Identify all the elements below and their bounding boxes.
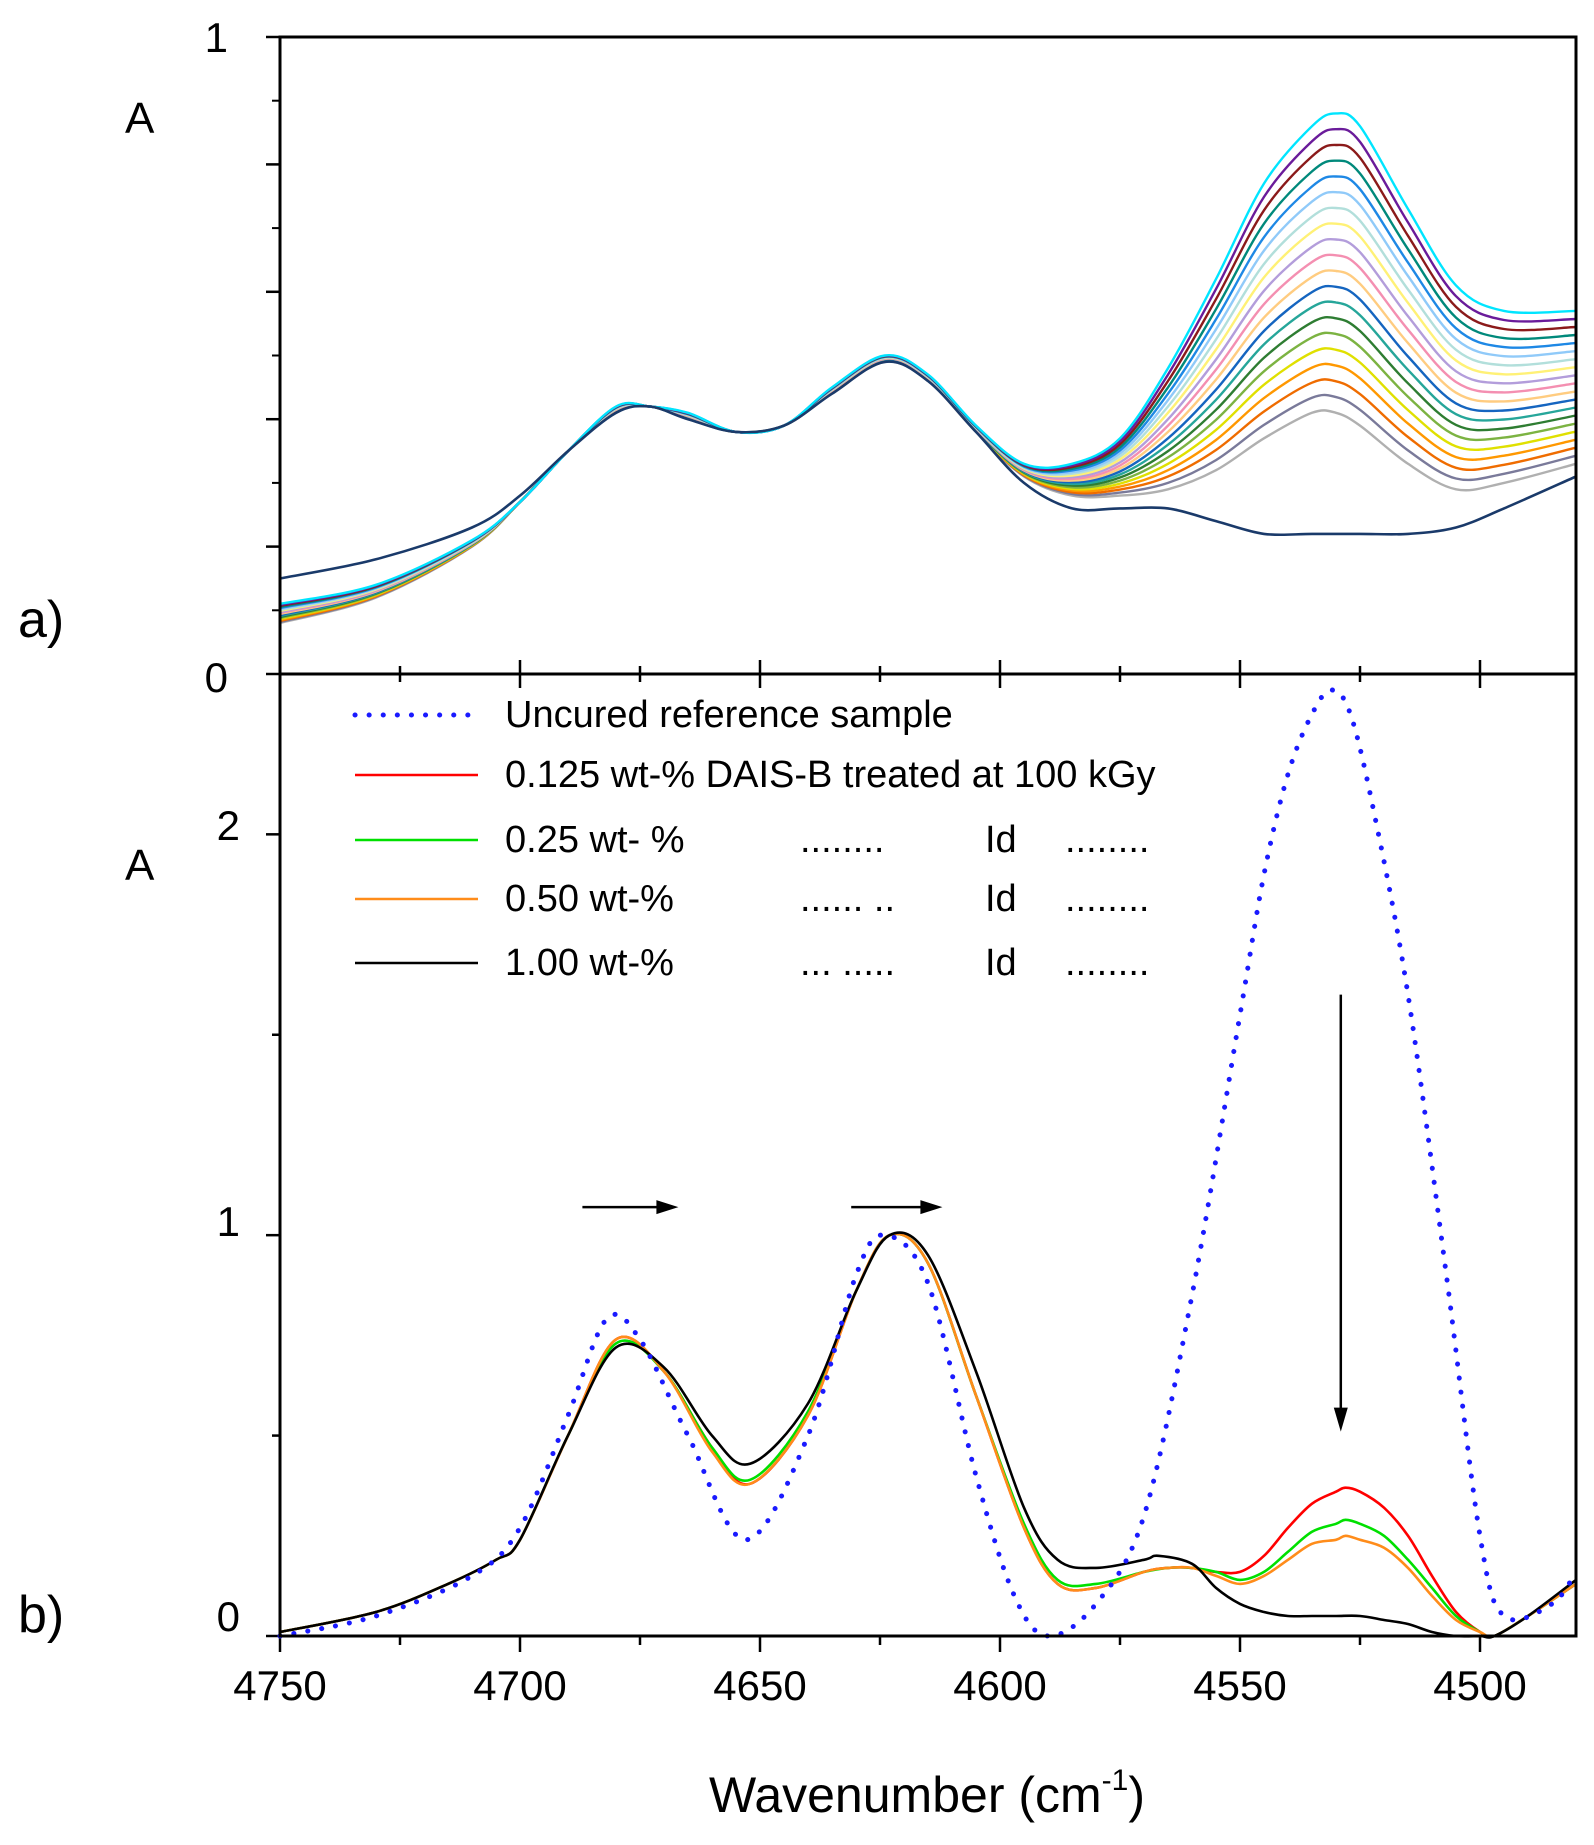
- x-axis-label: Wavenumber (cm-1): [709, 1764, 1145, 1823]
- arrow-head: [1333, 1407, 1348, 1432]
- legend-label: Uncured reference sample: [505, 694, 953, 736]
- panel-a-ytick-1: 1: [205, 14, 228, 61]
- legend-label: 0.125 wt-% DAIS-B treated at 100 kGy: [505, 754, 1156, 796]
- legend-label: 0.50 wt-%: [505, 878, 674, 920]
- legend-label-extra: Id: [985, 819, 1017, 861]
- panel-b-ytick-2: 2: [217, 802, 240, 849]
- panel-a-reference-line: [279, 360, 1577, 580]
- legend-label-extra: ...... ..: [800, 878, 895, 920]
- panel-a: a) A 1 0: [18, 14, 1578, 701]
- legend-label-extra: ... .....: [800, 942, 895, 984]
- panel-b-series-line: [279, 1231, 1577, 1639]
- legend-label-extra: ........: [1065, 942, 1149, 984]
- x-tick-label: 4600: [953, 1662, 1046, 1709]
- x-tick-label: 4500: [1433, 1662, 1526, 1709]
- panel-a-series: [279, 111, 1577, 625]
- panel-b-series: [277, 687, 1579, 1639]
- panel-b: b) A 2 1 0 Uncured reference sample 0.125…: [18, 660, 1579, 1823]
- legend-label-extra: Id: [985, 878, 1017, 920]
- legend-label: 0.25 wt- %: [505, 819, 685, 861]
- panel-b-frame: [278, 672, 1578, 1638]
- panel-a-y-label: A: [125, 94, 155, 143]
- x-tick-label: 4550: [1193, 1662, 1286, 1709]
- legend-label-extra: ........: [1065, 819, 1149, 861]
- panel-b-ytick-1: 1: [217, 1198, 240, 1245]
- legend-label: 1.00 wt-%: [505, 942, 674, 984]
- arrow-head: [656, 1200, 679, 1215]
- legend-label-extra: ........: [1065, 878, 1149, 920]
- x-tick-label: 4650: [713, 1662, 806, 1709]
- legend: Uncured reference sample 0.125 wt-% DAIS-…: [352, 694, 1156, 984]
- panel-a-label: a): [18, 591, 64, 649]
- x-tick-label: 4750: [233, 1662, 326, 1709]
- legend-label-extra: ........: [800, 819, 884, 861]
- panel-b-axis-ticks: [266, 660, 1482, 1652]
- panel-b-arrows: [582, 994, 1348, 1432]
- panel-b-series-line: [279, 1232, 1577, 1639]
- legend-label-extra: Id: [985, 942, 1017, 984]
- panel-b-y-label: A: [125, 841, 155, 890]
- panel-a-axis-ticks: [266, 35, 280, 676]
- arrow-head: [920, 1200, 943, 1215]
- panel-b-series-line: [279, 1232, 1577, 1639]
- x-tick-label: 4700: [473, 1662, 566, 1709]
- panel-a-ytick-0: 0: [205, 654, 228, 701]
- panel-b-label: b): [18, 1586, 64, 1644]
- panel-b-ytick-0: 0: [217, 1593, 240, 1640]
- x-tick-labels: 4750 4700 4650 4600 4550 4500: [233, 1662, 1526, 1709]
